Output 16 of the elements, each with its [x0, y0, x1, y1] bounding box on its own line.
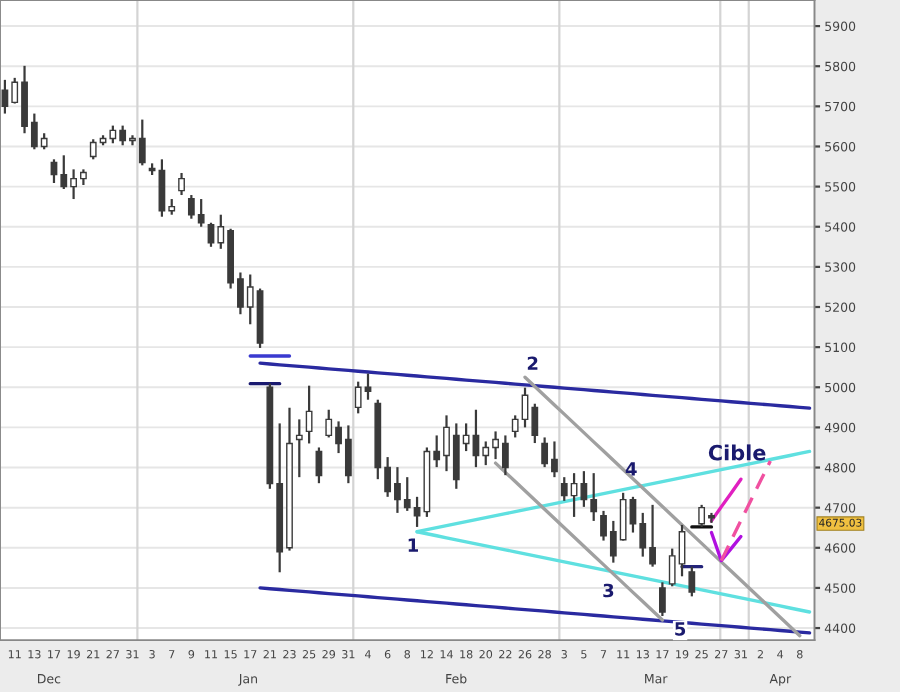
line-series — [709, 530, 743, 563]
candlestick — [305, 384, 313, 445]
line-series — [523, 375, 802, 638]
candlestick — [688, 565, 696, 598]
annotation: 4 — [625, 462, 637, 476]
annotation: 1 — [408, 538, 418, 552]
line-series — [709, 477, 743, 523]
annotation: 5 — [675, 622, 686, 636]
candlestick — [659, 581, 666, 618]
annotation: 2 — [527, 356, 538, 370]
annotation: 3 — [603, 583, 614, 598]
line-series — [493, 461, 665, 622]
line-series — [719, 459, 773, 563]
candlestick — [178, 171, 185, 197]
candlestick — [295, 418, 303, 479]
annotation: Cible — [708, 444, 766, 461]
